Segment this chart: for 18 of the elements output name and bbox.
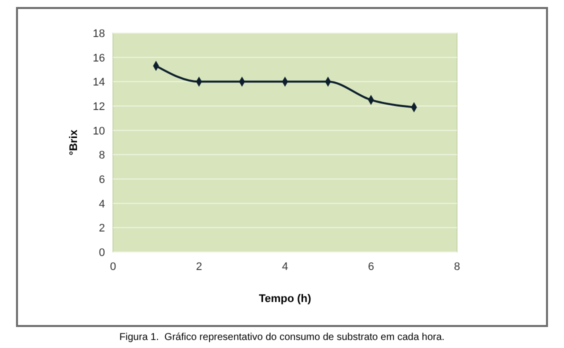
x-tick-label: 4	[282, 261, 288, 273]
y-tick-label: 12	[92, 101, 105, 113]
y-tick-label: 0	[98, 247, 105, 259]
y-tick-label: 4	[98, 198, 105, 210]
x-tick-label: 8	[454, 261, 460, 273]
x-tick-label: 6	[368, 261, 374, 273]
text: Figura 1. Gráfico representativo do consumo de substrato em cada hora.	[119, 332, 445, 343]
y-tick-label: 16	[92, 52, 105, 64]
x-tick-label: 0	[110, 261, 116, 273]
y-tick-label: 18	[92, 28, 105, 40]
y-tick-label: 10	[92, 125, 105, 138]
x-axis-title: Tempo (h)	[258, 293, 312, 305]
y-tick-label: 8	[98, 150, 105, 162]
y-tick-label: 14	[92, 76, 105, 89]
x-tick-label: 2	[196, 261, 202, 273]
y-tick-label: 2	[98, 222, 105, 235]
y-axis-title: °Brix	[68, 128, 80, 156]
y-tick-label: 6	[98, 174, 105, 186]
